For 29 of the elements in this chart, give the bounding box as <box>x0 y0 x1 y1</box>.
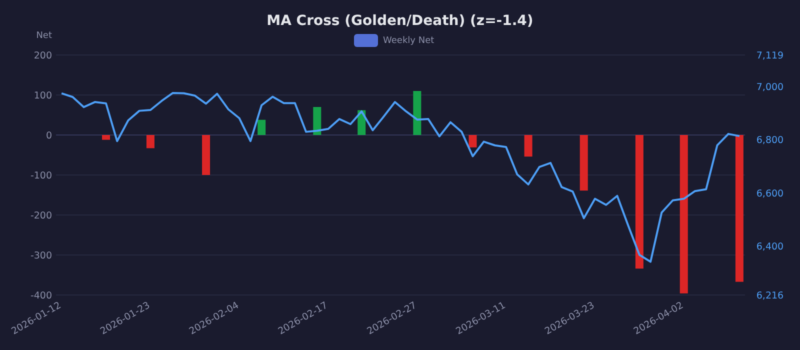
y-tick-label: -300 <box>30 250 52 262</box>
bar <box>524 135 532 157</box>
bar <box>202 135 210 175</box>
bar <box>635 135 644 269</box>
y2-tick-label: 6,400 <box>756 241 784 252</box>
y-tick-label: -400 <box>30 290 52 302</box>
chart-title: MA Cross (Golden/Death) (z=-1.4) <box>266 13 534 29</box>
y2-tick-label: 6,800 <box>756 135 784 146</box>
y2-tick-label: 6,600 <box>756 188 784 200</box>
bar <box>735 135 744 282</box>
y2-tick-label: 7,119 <box>756 50 784 62</box>
y-tick-label: -100 <box>30 170 52 182</box>
bar <box>102 135 110 140</box>
y-axis-title: Net <box>36 31 52 41</box>
bar <box>580 135 588 191</box>
bar <box>313 107 322 135</box>
y2-tick-label: 6,216 <box>756 290 784 302</box>
y-tick-label: 200 <box>34 50 52 62</box>
bar <box>468 135 477 148</box>
y-tick-label: 100 <box>34 90 52 102</box>
y2-tick-label: 7,000 <box>756 82 784 93</box>
bar <box>258 120 266 135</box>
text: Weekly Net <box>383 36 435 46</box>
y-tick-label: 0 <box>46 130 52 142</box>
bar <box>413 91 422 135</box>
y-tick-label: -200 <box>30 210 52 222</box>
line-series <box>60 92 740 263</box>
bar <box>146 135 154 148</box>
bar <box>680 135 688 294</box>
